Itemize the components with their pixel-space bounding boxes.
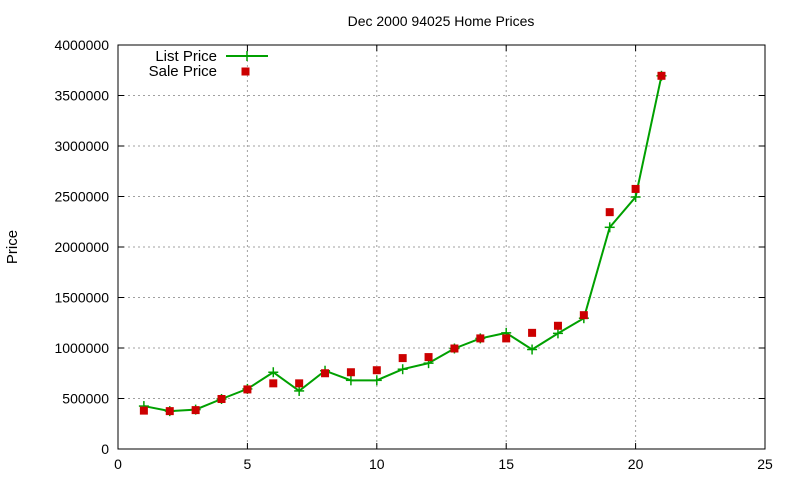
- y-tick-label: 2000000: [54, 239, 109, 255]
- y-tick-label: 3500000: [54, 88, 109, 104]
- list-price-point: [345, 375, 356, 386]
- legend-plus: [242, 51, 252, 61]
- legend-marker-sale-price: [241, 67, 250, 76]
- sale-price-point: [295, 379, 304, 388]
- y-tick-label: 3000000: [54, 138, 109, 154]
- y-tick-label: 500000: [62, 391, 109, 407]
- x-tick-label: 20: [628, 456, 644, 472]
- legend-label-list-price: List Price: [155, 48, 217, 65]
- legend: List Price Sale Price: [149, 48, 268, 80]
- sale-price-point: [657, 71, 666, 80]
- y-tick-label: 1000000: [54, 340, 109, 356]
- legend-marker-list-price: [242, 51, 252, 61]
- sale-price-point: [398, 354, 407, 363]
- sale-price-point: [605, 208, 614, 217]
- grid-layer: [118, 45, 765, 449]
- list-price-point: [268, 367, 279, 378]
- sale-price-point: [579, 311, 588, 320]
- y-tick-label: 0: [101, 441, 109, 457]
- list-price-point: [552, 328, 563, 339]
- sale-price-point: [553, 321, 562, 330]
- y-axis-label: Price: [4, 230, 21, 264]
- list-price-point: [527, 344, 538, 355]
- list-price-point: [630, 192, 641, 203]
- chart-title: Dec 2000 94025 Home Prices: [348, 13, 535, 29]
- sale-price-point: [139, 406, 148, 415]
- sale-price-point: [243, 385, 252, 394]
- list-price-point: [604, 222, 615, 233]
- sale-price-point: [191, 406, 200, 415]
- plot-frame: [117, 44, 766, 450]
- y-tick-label: 2500000: [54, 189, 109, 205]
- sale-price-point: [502, 334, 511, 343]
- legend-label-sale-price: Sale Price: [149, 63, 217, 80]
- sale-price-point: [424, 353, 433, 362]
- series-layer: [138, 70, 667, 417]
- list-price-point: [294, 385, 305, 396]
- list-price-point: [371, 375, 382, 386]
- y-tick-label: 1500000: [54, 290, 109, 306]
- sale-price-point: [631, 184, 640, 193]
- x-tick-label: 0: [114, 456, 122, 472]
- sale-price-point: [346, 368, 355, 377]
- x-tick-label: 25: [757, 456, 773, 472]
- sale-price-point: [528, 328, 537, 337]
- x-tick-label: 10: [369, 456, 385, 472]
- sale-price-point: [269, 379, 278, 388]
- sale-price-point: [321, 369, 330, 378]
- sale-price-point: [450, 344, 459, 353]
- sale-price-point: [476, 334, 485, 343]
- y-tick-label: 4000000: [54, 37, 109, 53]
- sale-price-point: [217, 395, 226, 404]
- x-tick-label: 15: [498, 456, 514, 472]
- x-tick-label: 5: [244, 456, 252, 472]
- tick-layer: 0 5 10 15 20 25 0 500000 1000000 1500000 2000000 25…: [54, 37, 773, 472]
- sale-price-point: [165, 407, 174, 416]
- sale-price-point: [372, 366, 381, 375]
- list-price-point: [397, 364, 408, 375]
